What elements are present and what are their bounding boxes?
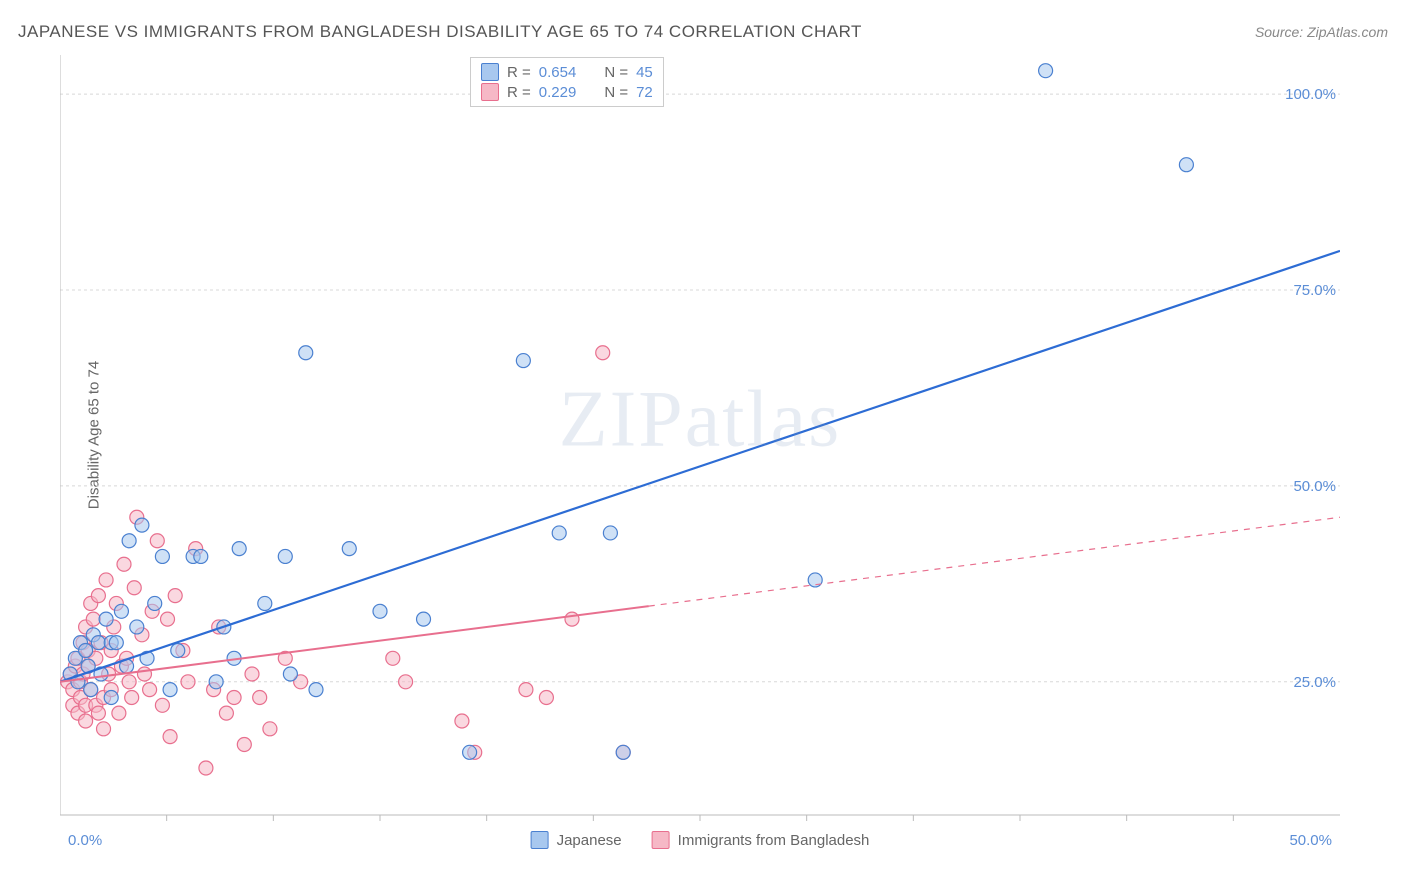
legend-swatch [481, 63, 499, 81]
legend-row: R = 0.654 N = 45 [481, 62, 653, 82]
data-point [104, 690, 118, 704]
legend-swatch [531, 831, 549, 849]
legend-label: R = [507, 64, 531, 81]
legend-r-value: 0.654 [539, 64, 577, 81]
trend-line [60, 251, 1340, 682]
data-point [148, 596, 162, 610]
y-tick-label: 25.0% [1293, 674, 1336, 691]
data-point [309, 683, 323, 697]
data-point [539, 690, 553, 704]
data-point [79, 643, 93, 657]
data-point [519, 683, 533, 697]
data-point [114, 604, 128, 618]
data-point [565, 612, 579, 626]
legend-r-value: 0.229 [539, 84, 577, 101]
data-point [209, 675, 223, 689]
data-point [161, 612, 175, 626]
data-point [122, 675, 136, 689]
data-point [596, 346, 610, 360]
data-point [97, 722, 111, 736]
legend-series-label: Japanese [557, 832, 622, 849]
x-tick-label: 0.0% [68, 832, 102, 849]
legend-label: R = [507, 84, 531, 101]
legend-label: N = [604, 64, 628, 81]
data-point [171, 643, 185, 657]
data-point [155, 549, 169, 563]
data-point [386, 651, 400, 665]
trend-line-dashed [649, 517, 1340, 606]
data-point [150, 534, 164, 548]
legend-n-value: 72 [636, 84, 653, 101]
data-point [463, 745, 477, 759]
data-point [455, 714, 469, 728]
data-point [86, 612, 100, 626]
data-point [137, 667, 151, 681]
data-point [91, 706, 105, 720]
data-point [373, 604, 387, 618]
y-tick-label: 75.0% [1293, 282, 1336, 299]
data-point [399, 675, 413, 689]
legend-item: Immigrants from Bangladesh [652, 831, 870, 849]
data-point [616, 745, 630, 759]
data-point [299, 346, 313, 360]
data-point [237, 737, 251, 751]
legend-swatch [481, 83, 499, 101]
legend-item: Japanese [531, 831, 622, 849]
data-point [117, 557, 131, 571]
y-tick-label: 100.0% [1285, 86, 1336, 103]
data-point [168, 589, 182, 603]
legend-n-value: 45 [636, 64, 653, 81]
data-point [342, 542, 356, 556]
data-point [232, 542, 246, 556]
data-point [112, 706, 126, 720]
data-point [127, 581, 141, 595]
legend-series-label: Immigrants from Bangladesh [678, 832, 870, 849]
data-point [79, 714, 93, 728]
data-point [194, 549, 208, 563]
series-legend: Japanese Immigrants from Bangladesh [531, 831, 870, 849]
chart-area: Disability Age 65 to 74 25.0%50.0%75.0%1… [60, 55, 1340, 815]
data-point [91, 589, 105, 603]
data-point [603, 526, 617, 540]
data-point [155, 698, 169, 712]
data-point [181, 675, 195, 689]
data-point [552, 526, 566, 540]
data-point [122, 534, 136, 548]
data-point [109, 636, 123, 650]
data-point [219, 706, 233, 720]
chart-title: JAPANESE VS IMMIGRANTS FROM BANGLADESH D… [18, 22, 862, 42]
data-point [99, 612, 113, 626]
data-point [91, 636, 105, 650]
data-point [125, 690, 139, 704]
data-point [163, 730, 177, 744]
data-point [1039, 64, 1053, 78]
data-point [258, 596, 272, 610]
scatter-chart-svg: 25.0% 50.0% 75.0% 100.0% 0.0% 50.0% [60, 55, 1340, 865]
data-point [516, 354, 530, 368]
data-point [130, 620, 144, 634]
y-tick-label: 50.0% [1293, 478, 1336, 495]
data-point [143, 683, 157, 697]
data-point [163, 683, 177, 697]
data-point [808, 573, 822, 587]
data-point [417, 612, 431, 626]
correlation-legend: R = 0.654 N = 45 R = 0.229 N = 72 [470, 57, 664, 107]
legend-row: R = 0.229 N = 72 [481, 82, 653, 102]
legend-swatch [652, 831, 670, 849]
data-point [263, 722, 277, 736]
chart-source: Source: ZipAtlas.com [1255, 24, 1388, 40]
data-point [253, 690, 267, 704]
data-point [245, 667, 259, 681]
data-point [135, 518, 149, 532]
legend-label: N = [604, 84, 628, 101]
data-point [278, 549, 292, 563]
data-point [227, 690, 241, 704]
data-point [84, 683, 98, 697]
data-point [199, 761, 213, 775]
data-point [99, 573, 113, 587]
x-tick-label: 50.0% [1289, 832, 1332, 849]
data-point [283, 667, 297, 681]
data-point [1179, 158, 1193, 172]
